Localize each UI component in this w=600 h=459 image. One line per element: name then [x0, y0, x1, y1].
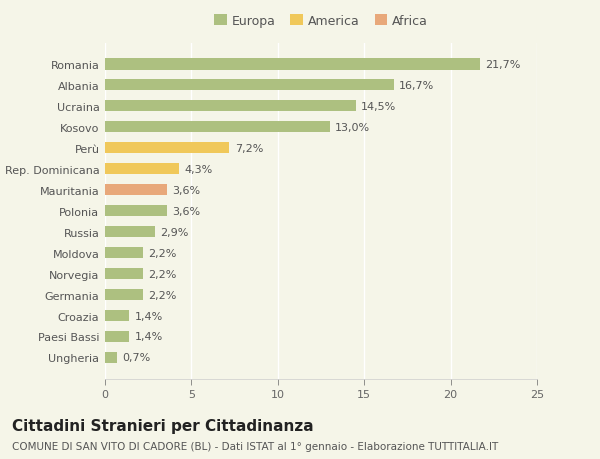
Legend: Europa, America, Africa: Europa, America, Africa [209, 10, 433, 33]
Bar [105, 185, 167, 196]
Bar [105, 310, 129, 322]
Bar [105, 289, 143, 301]
Text: 4,3%: 4,3% [184, 164, 213, 174]
Text: 16,7%: 16,7% [399, 80, 434, 90]
Bar [105, 80, 394, 91]
Text: 3,6%: 3,6% [172, 185, 200, 195]
Bar [105, 59, 480, 70]
Bar [105, 101, 356, 112]
Bar [105, 247, 143, 259]
Bar [105, 163, 179, 175]
Text: 14,5%: 14,5% [361, 101, 396, 112]
Text: Cittadini Stranieri per Cittadinanza: Cittadini Stranieri per Cittadinanza [12, 418, 314, 433]
Text: 2,2%: 2,2% [148, 269, 176, 279]
Text: COMUNE DI SAN VITO DI CADORE (BL) - Dati ISTAT al 1° gennaio - Elaborazione TUTT: COMUNE DI SAN VITO DI CADORE (BL) - Dati… [12, 441, 498, 451]
Bar [105, 268, 143, 280]
Text: 3,6%: 3,6% [172, 206, 200, 216]
Text: 0,7%: 0,7% [122, 353, 151, 363]
Text: 2,9%: 2,9% [160, 227, 188, 237]
Text: 21,7%: 21,7% [485, 60, 521, 70]
Text: 2,2%: 2,2% [148, 248, 176, 258]
Text: 1,4%: 1,4% [134, 332, 163, 342]
Text: 2,2%: 2,2% [148, 290, 176, 300]
Text: 7,2%: 7,2% [235, 143, 263, 153]
Bar [105, 226, 155, 238]
Bar [105, 205, 167, 217]
Bar [105, 122, 329, 133]
Bar [105, 143, 229, 154]
Bar [105, 352, 117, 364]
Text: 13,0%: 13,0% [335, 123, 370, 132]
Bar [105, 331, 129, 342]
Text: 1,4%: 1,4% [134, 311, 163, 321]
